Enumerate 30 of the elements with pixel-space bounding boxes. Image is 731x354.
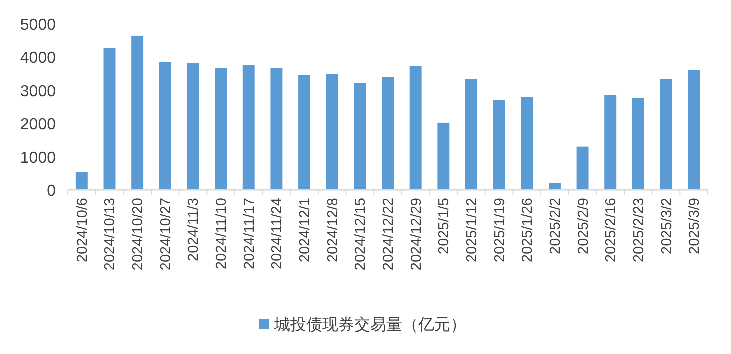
y-tick-label: 4000: [20, 50, 56, 68]
x-tick-label: 2024/11/3: [186, 198, 202, 262]
x-tick-label: 2025/1/12: [464, 198, 480, 263]
x-tick-label: 2024/10/13: [102, 198, 119, 271]
x-tick-label: 2024/10/20: [130, 198, 147, 271]
y-tick-label: 3000: [20, 83, 56, 100]
x-tick-label: 2025/2/2: [548, 198, 564, 254]
x-tick-label: 2025/3/2: [659, 198, 676, 254]
x-tick-label: 2024/11/17: [242, 198, 258, 270]
x-tick-label: 2024/10/27: [158, 198, 174, 271]
x-tick-label: 2024/12/8: [325, 198, 342, 263]
y-tick-label: 2000: [20, 116, 56, 134]
x-tick-label: 2025/2/23: [631, 198, 648, 263]
y-tick-label: 1000: [20, 150, 56, 167]
x-tick-label: 2025/1/26: [520, 198, 536, 263]
y-tick-label: 5000: [20, 17, 56, 34]
x-tick-label: 2024/11/10: [214, 198, 230, 270]
x-tick-label: 2024/12/15: [353, 198, 370, 271]
x-tick-label: 2025/2/16: [604, 198, 620, 263]
x-tick-label: 2025/2/9: [576, 198, 592, 254]
x-tick-label: 2024/12/29: [408, 198, 425, 271]
x-tick-label: 2024/12/22: [381, 198, 397, 271]
x-tick-label: 2024/11/24: [270, 198, 286, 270]
x-tick-label: 2025/1/19: [492, 198, 508, 263]
x-tick-label: 2025/3/9: [687, 198, 704, 254]
x-tick-label: 2024/12/1: [298, 198, 314, 263]
x-tick-label: 2025/1/5: [436, 198, 453, 254]
y-tick-label: 0: [47, 183, 56, 200]
x-tick-label: 2024/10/6: [74, 198, 91, 263]
legend-label: 城投债现券交易量（亿元）: [274, 316, 466, 334]
